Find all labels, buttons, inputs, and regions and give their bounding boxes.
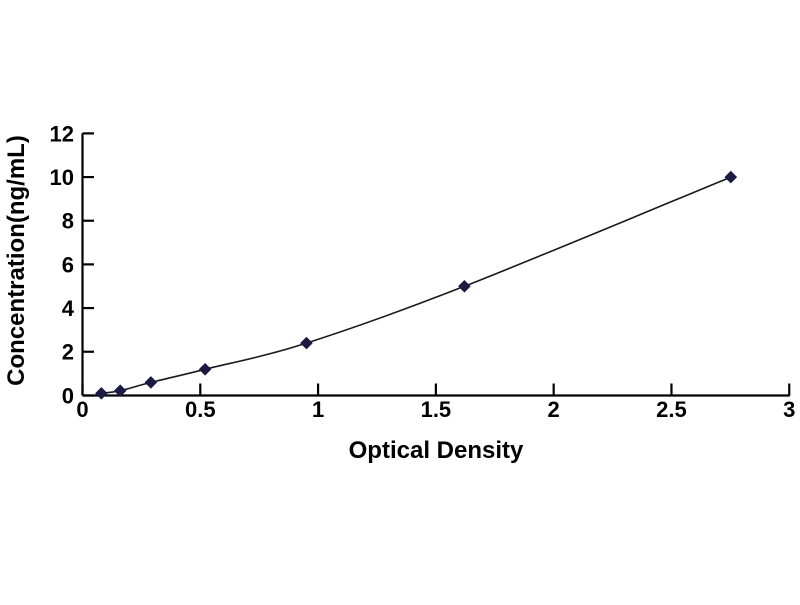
svg-text:Optical Density: Optical Density — [349, 437, 524, 464]
svg-text:0.5: 0.5 — [185, 397, 216, 422]
svg-text:2: 2 — [548, 397, 560, 422]
svg-text:1: 1 — [312, 397, 324, 422]
svg-text:3: 3 — [783, 397, 795, 422]
svg-text:12: 12 — [50, 121, 74, 146]
svg-text:Concentration(ng/mL): Concentration(ng/mL) — [3, 135, 30, 386]
svg-text:6: 6 — [62, 252, 74, 277]
svg-text:0: 0 — [62, 384, 74, 409]
svg-text:8: 8 — [62, 209, 74, 234]
svg-text:0: 0 — [76, 397, 88, 422]
svg-text:1.5: 1.5 — [421, 397, 452, 422]
svg-text:2.5: 2.5 — [656, 397, 687, 422]
svg-text:10: 10 — [50, 165, 74, 190]
svg-text:2: 2 — [62, 340, 74, 365]
svg-text:4: 4 — [62, 296, 75, 321]
